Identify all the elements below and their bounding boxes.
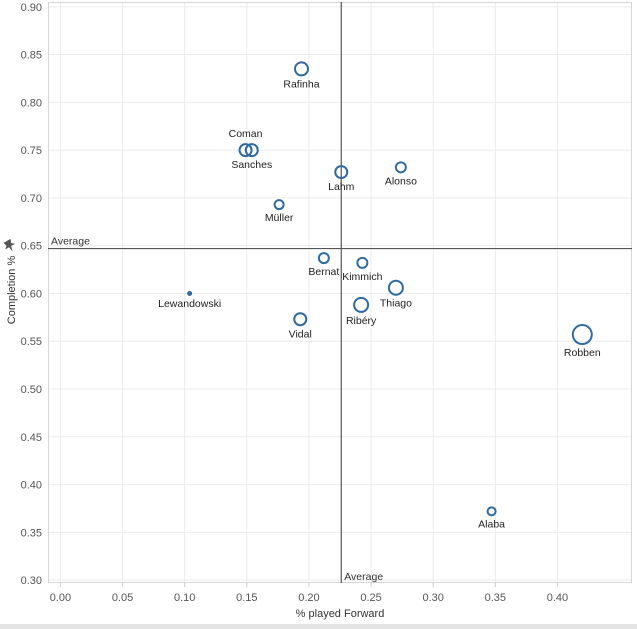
plot-area [48, 2, 632, 583]
point-label: Coman [229, 128, 263, 140]
y-tick-label: 0.55 [21, 336, 42, 348]
x-tick-label: 0.15 [236, 592, 257, 604]
point-label: Robben [564, 347, 601, 359]
x-tick-label: 0.40 [547, 592, 568, 604]
y-tick-label: 0.50 [21, 384, 42, 396]
data-point[interactable] [571, 324, 593, 346]
data-point[interactable] [293, 61, 309, 77]
x-axis-ticks: 0.00 0.05 0.10 0.15 0.20 0.25 0.30 0.35 0.40 [50, 583, 568, 604]
data-points [187, 61, 593, 517]
y-axis-ticks: 0.30 0.35 0.40 0.45 0.50 0.55 0.60 0.65 0.70 0.75… [21, 2, 42, 587]
data-point[interactable] [353, 296, 370, 313]
data-point[interactable] [244, 143, 259, 158]
point-label: Alaba [478, 518, 505, 530]
y-tick-label: 0.30 [21, 575, 42, 587]
y-axis-title: Completion % [6, 256, 18, 325]
x-axis-title: % played Forward [296, 608, 385, 620]
point-label: Ribéry [346, 315, 377, 327]
grid-layer [48, 2, 632, 583]
data-point[interactable] [238, 143, 253, 158]
point-label: Thiago [380, 298, 412, 310]
y-tick-label: 0.85 [21, 50, 42, 62]
point-label: Müller [265, 212, 294, 224]
y-tick-label: 0.35 [21, 527, 42, 539]
data-point[interactable] [317, 252, 330, 265]
y-tick-label: 0.45 [21, 432, 42, 444]
y-tick-label: 0.80 [21, 97, 42, 109]
y-tick-label: 0.65 [21, 241, 42, 253]
x-tick-label: 0.25 [360, 592, 381, 604]
data-point[interactable] [334, 165, 349, 180]
reference-lines: Average Average [48, 2, 632, 583]
y-tick-label: 0.60 [21, 288, 42, 300]
y-tick-label: 0.70 [21, 193, 42, 205]
data-point[interactable] [356, 256, 369, 269]
y-tick-label: 0.75 [21, 145, 42, 157]
point-label: Kimmich [342, 271, 382, 283]
x-tick-label: 0.20 [298, 592, 319, 604]
y-average-label: Average [51, 236, 90, 248]
data-point[interactable] [394, 161, 407, 174]
x-tick-label: 0.35 [485, 592, 506, 604]
pin-icon[interactable] [2, 238, 18, 254]
data-point[interactable] [187, 290, 193, 296]
horizontal-scrollbar[interactable] [0, 624, 637, 629]
data-point[interactable] [273, 199, 285, 211]
x-tick-label: 0.10 [174, 592, 195, 604]
data-point[interactable] [486, 506, 497, 517]
point-labels: Rafinha Coman Sanches Lahm Alonso Müller Berna… [158, 78, 601, 530]
point-label: Rafinha [283, 78, 319, 90]
point-label: Sanches [231, 159, 272, 171]
point-label: Bernat [308, 266, 339, 278]
y-tick-label: 0.40 [21, 480, 42, 492]
x-average-label: Average [344, 571, 383, 583]
data-point[interactable] [387, 279, 404, 296]
x-tick-label: 0.30 [422, 592, 443, 604]
y-tick-label: 0.90 [21, 2, 42, 14]
data-point[interactable] [293, 312, 308, 327]
point-label: Lewandowski [158, 298, 221, 310]
point-label: Alonso [385, 175, 417, 187]
point-label: Lahm [328, 181, 355, 193]
x-tick-label: 0.00 [50, 592, 71, 604]
x-tick-label: 0.05 [112, 592, 133, 604]
point-label: Vidal [289, 328, 312, 340]
